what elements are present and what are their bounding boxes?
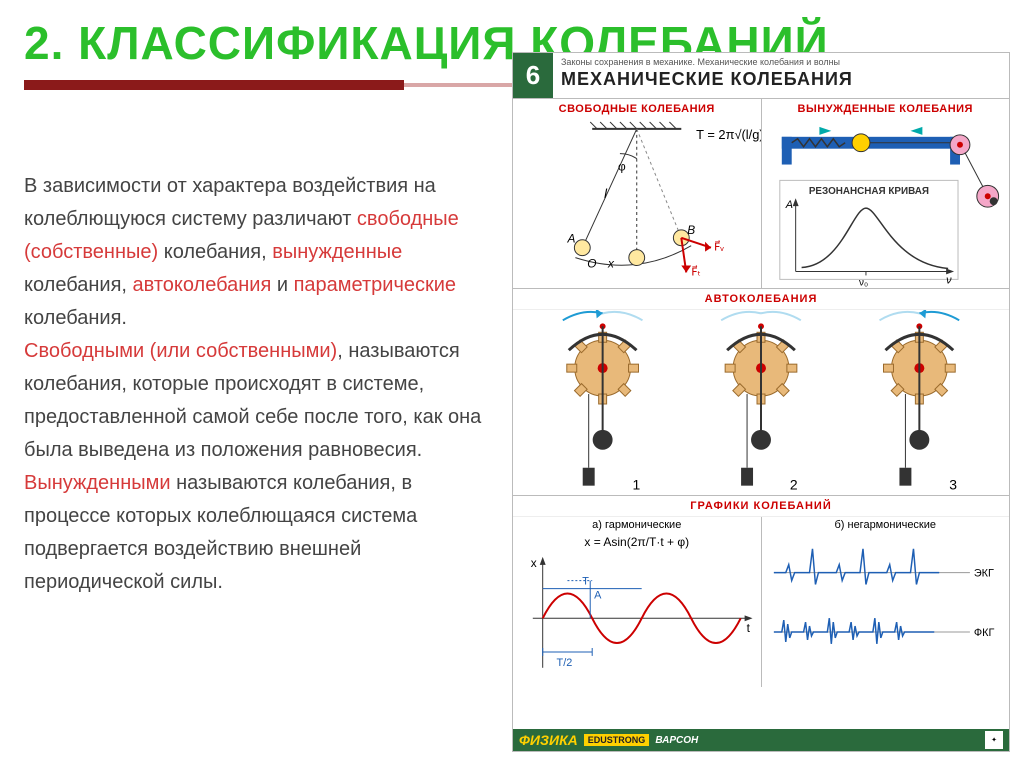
panel2-title: ВЫНУЖДЕННЫЕ КОЛЕБАНИЯ	[762, 99, 1010, 119]
panel-auto-oscillations: АВТОКОЛЕБАНИЯ	[513, 289, 1009, 496]
svg-text:ФКГ: ФКГ	[973, 627, 994, 639]
panel1-title: СВОБОДНЫЕ КОЛЕБАНИЯ	[513, 99, 761, 119]
panel-oscillation-graphs: ГРАФИКИ КОЛЕБАНИЙ а) гармонические x = A…	[513, 496, 1009, 687]
svg-text:ν₀: ν₀	[859, 277, 868, 287]
poster-supertitle: Законы сохранения в механике. Механическ…	[561, 57, 1001, 67]
panel4-right-label: б) негармонические	[762, 517, 1010, 533]
escapement-diagram: 1 2 3	[513, 310, 1009, 495]
svg-text:x: x	[531, 556, 537, 570]
svg-text:F⃗ᵥ: F⃗ᵥ	[714, 240, 724, 254]
svg-text:B: B	[687, 223, 695, 237]
highlight-term: автоколебания	[133, 274, 272, 296]
ekg-plot: ЭКГ ФКГ	[762, 533, 1010, 682]
svg-text:2: 2	[790, 477, 798, 493]
footer-tag: EDUSTRONG	[584, 734, 650, 746]
panel4-title: ГРАФИКИ КОЛЕБАНИЙ	[513, 496, 1009, 517]
svg-text:A: A	[784, 199, 792, 211]
footer-brand: ФИЗИКА	[519, 732, 578, 748]
svg-text:T/2: T/2	[557, 657, 573, 669]
svg-text:x: x	[607, 256, 615, 270]
text-run: колебания,	[24, 274, 133, 296]
svg-text:ν: ν	[946, 274, 952, 286]
highlight-term: вынужденные	[272, 241, 402, 263]
footer-stamp-icon: ✦	[985, 731, 1003, 749]
forced-diagram: РЕЗОНАНСНАЯ КРИВАЯ A ν ν₀	[762, 119, 1010, 287]
svg-text:A: A	[566, 232, 575, 246]
main-paragraphs: В зависимости от характера воздей­ствия …	[24, 170, 494, 599]
svg-text:1: 1	[633, 477, 641, 493]
svg-text:t: t	[747, 621, 751, 635]
text-run: и	[271, 274, 293, 296]
svg-text:T = 2π√(l/g): T = 2π√(l/g)	[696, 127, 760, 142]
panel-free-oscillations: СВОБОДНЫЕ КОЛЕБАНИЯ T = 2π√(l/g)	[513, 99, 762, 288]
poster-header: 6 Законы сохранения в механике. Механиче…	[513, 53, 1009, 99]
panel-forced-oscillations: ВЫНУЖДЕННЫЕ КОЛЕБАНИЯ	[762, 99, 1010, 288]
nonharmonic-graph: б) негармонические ЭКГ ФКГ	[762, 517, 1010, 687]
paragraph: Свободными (или собственными), на­зывают…	[24, 335, 494, 467]
text-run: колебания,	[158, 241, 272, 263]
highlight-term: Вынужденными	[24, 472, 171, 494]
panel4-left-label: а) гармонические	[513, 517, 761, 533]
footer-tag2: ВАРСОН	[655, 735, 698, 746]
svg-text:φ: φ	[618, 159, 626, 173]
highlight-term: параметрические	[294, 274, 456, 296]
svg-text:F⃗ₜ: F⃗ₜ	[691, 264, 700, 278]
sine-plot: x t A T T/2	[513, 549, 760, 678]
pendulum-diagram: T = 2π√(l/g) φ l A O B x	[513, 119, 761, 287]
svg-text:РЕЗОНАНСНАЯ КРИВАЯ: РЕЗОНАНСНАЯ КРИВАЯ	[808, 186, 928, 197]
svg-text:A: A	[594, 589, 602, 601]
svg-text:3: 3	[949, 477, 957, 493]
paragraph: В зависимости от характера воздей­ствия …	[24, 170, 494, 335]
paragraph: Вынужденными называются колебания, в про…	[24, 467, 494, 599]
poster-main-title: МЕХАНИЧЕСКИЕ КОЛЕБАНИЯ	[561, 69, 1001, 90]
panel3-title: АВТОКОЛЕБАНИЯ	[513, 289, 1009, 310]
highlight-term: Свободными (или собственными)	[24, 340, 337, 362]
svg-text:O: O	[587, 256, 596, 270]
harmonic-graph: а) гармонические x = Asin(2π/T·t + φ) x …	[513, 517, 762, 687]
poster-footer: ФИЗИКА EDUSTRONG ВАРСОН ✦	[513, 729, 1009, 751]
reference-poster: 6 Законы сохранения в механике. Механиче…	[512, 52, 1010, 752]
harmonic-formula: x = Asin(2π/T·t + φ)	[513, 533, 761, 549]
text-run: колебания.	[24, 307, 127, 329]
svg-text:ЭКГ: ЭКГ	[973, 568, 993, 580]
poster-badge: 6	[513, 53, 553, 98]
svg-text:T: T	[582, 576, 589, 588]
